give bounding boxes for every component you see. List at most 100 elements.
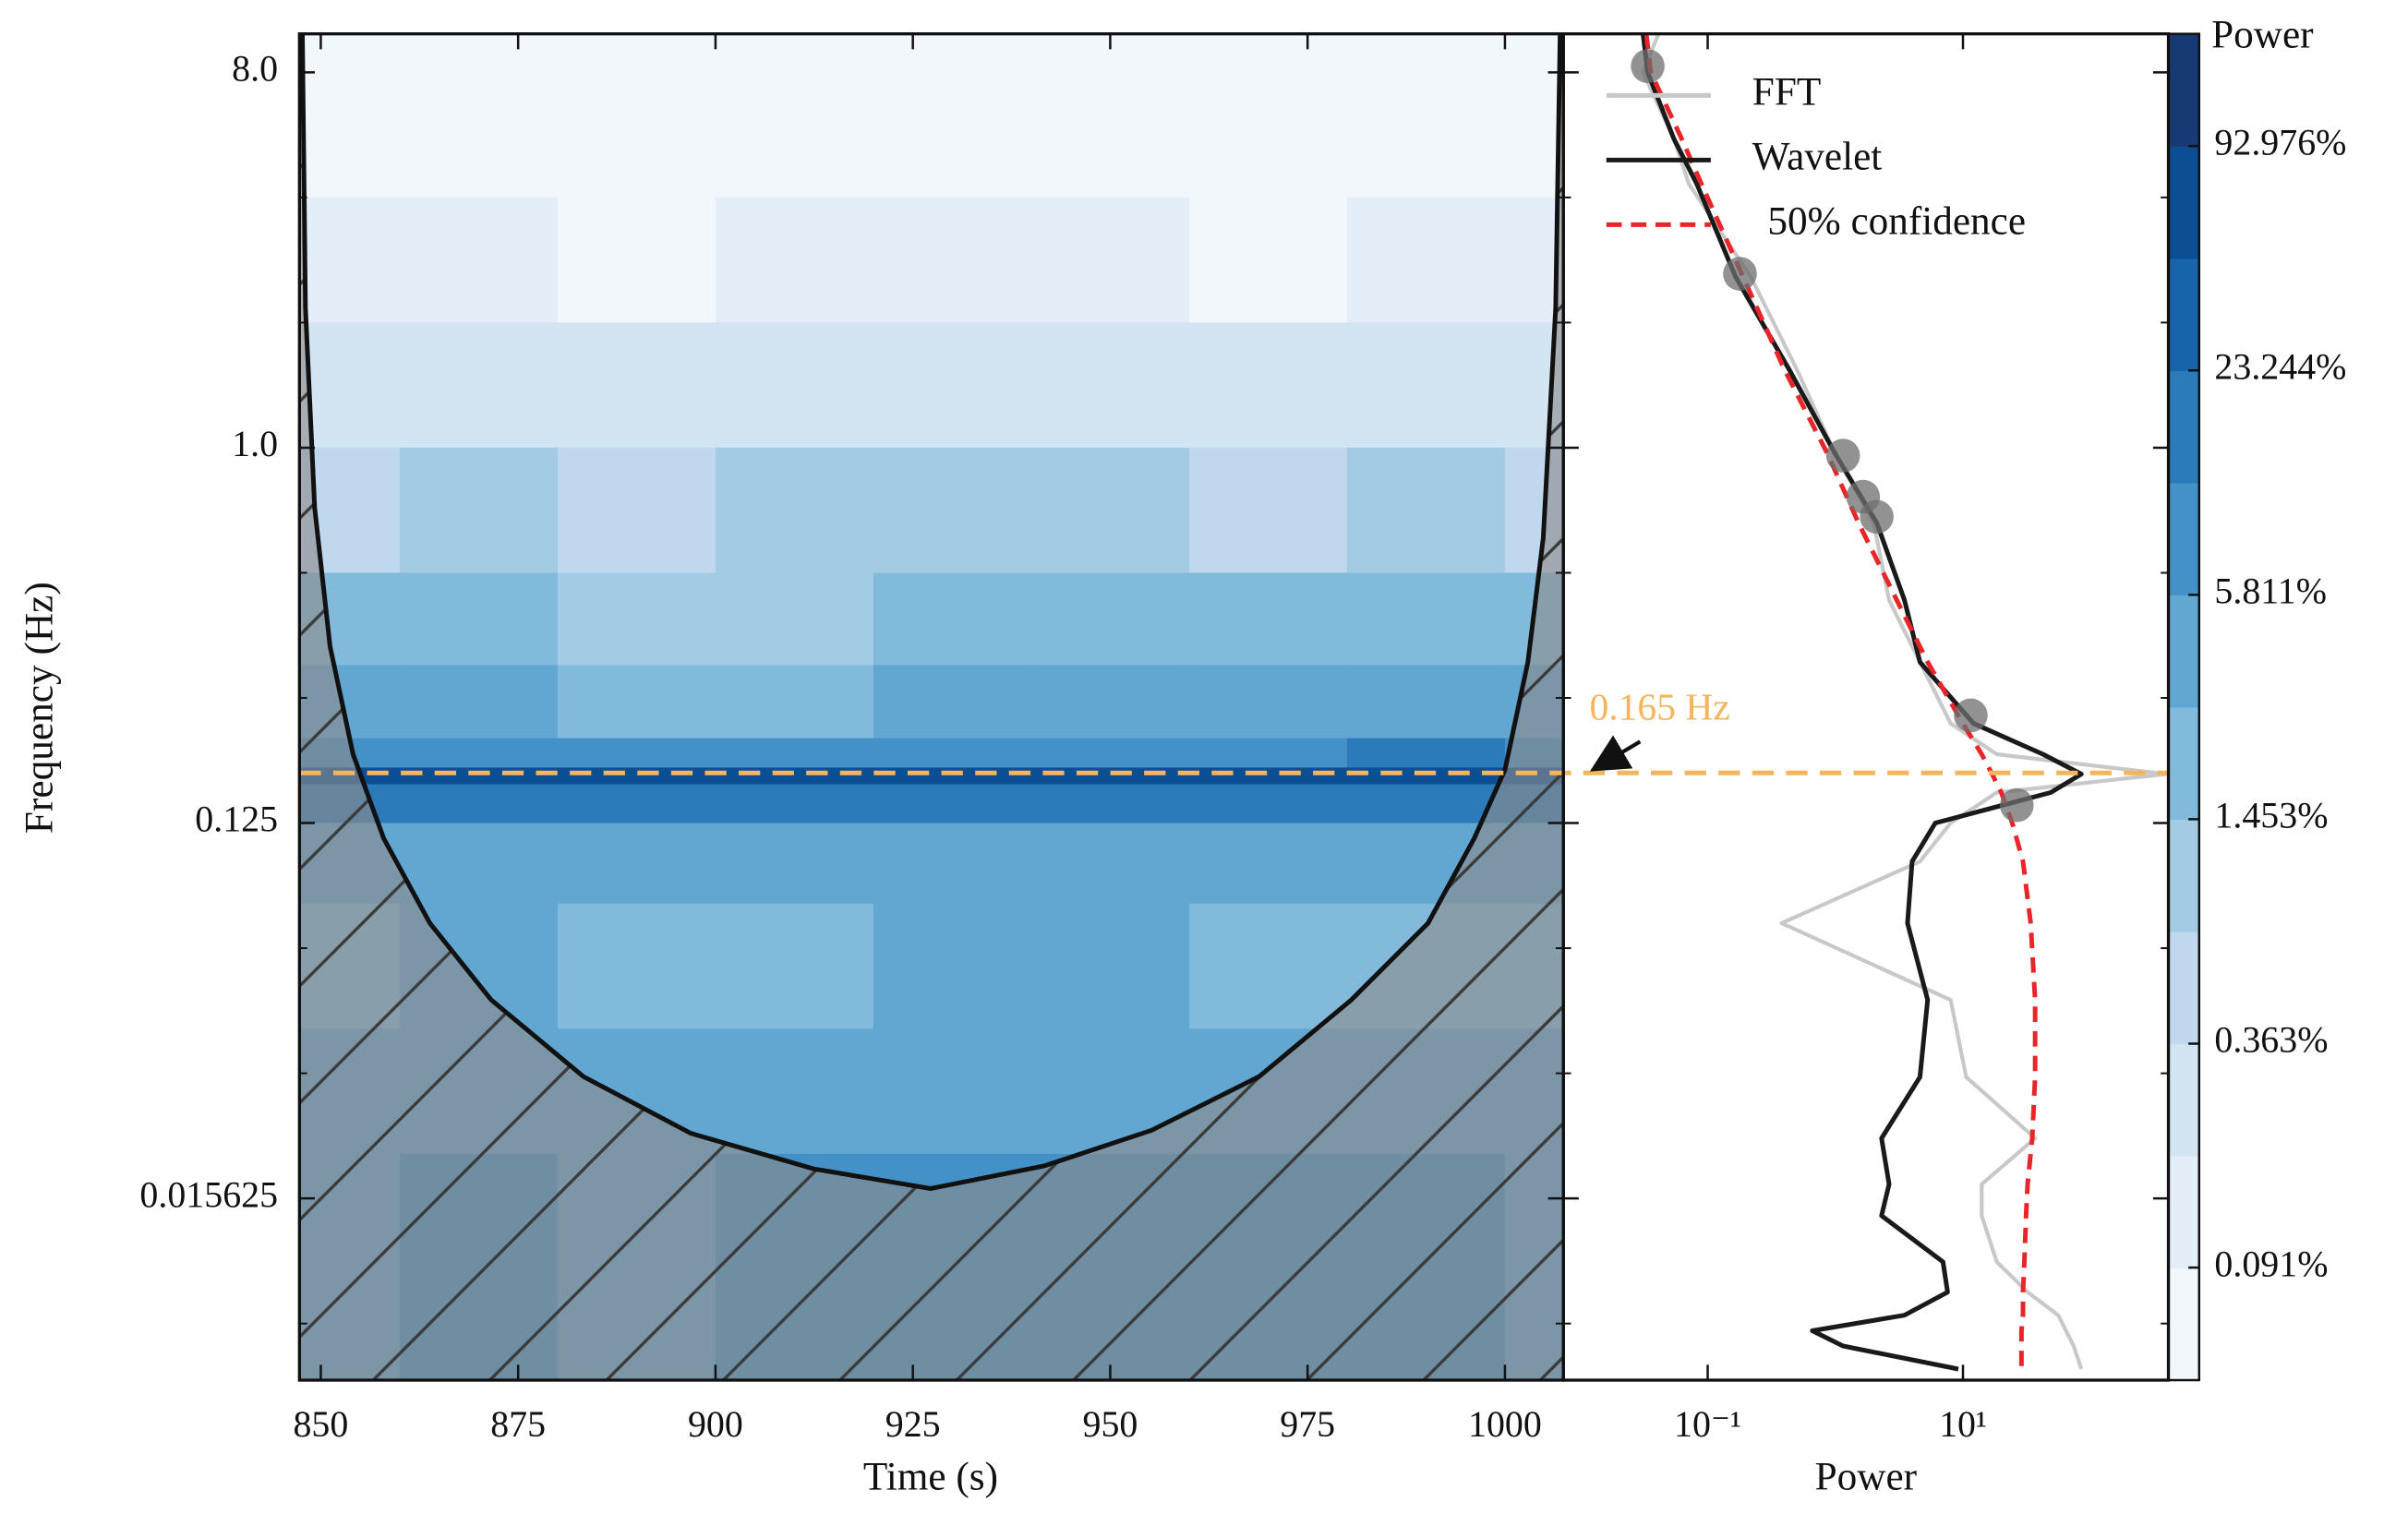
power-cell <box>715 767 874 786</box>
power-cell <box>1188 784 1348 824</box>
power-cell <box>873 665 1032 739</box>
power-cell <box>1346 784 1506 824</box>
power-cell <box>399 572 559 667</box>
power-cell <box>299 33 401 198</box>
power-cell <box>1188 447 1348 574</box>
power-cell <box>715 784 874 824</box>
colorbar-band <box>2168 931 2199 1045</box>
colorbar-tick-label: 0.091% <box>2214 1243 2328 1284</box>
legend-label: Wavelet <box>1752 134 1883 178</box>
power-cell <box>1188 322 1348 449</box>
power-cell <box>873 767 1032 786</box>
colorbar-tick-label: 23.244% <box>2214 345 2346 387</box>
power-cell <box>1346 572 1506 667</box>
colorbar-band <box>2168 370 2199 484</box>
colorbar-tick-label: 1.453% <box>2214 794 2328 835</box>
power-cell <box>873 738 1032 769</box>
power-cell <box>715 1028 874 1155</box>
power-cell <box>715 823 874 905</box>
power-cell <box>1188 33 1348 198</box>
colorbar-band <box>2168 1268 2199 1381</box>
power-cell <box>1346 767 1506 786</box>
coi-line <box>300 33 1563 1192</box>
power-cell <box>1188 767 1348 786</box>
x-tick-label: 975 <box>1280 1403 1335 1445</box>
power-cell <box>1188 572 1348 667</box>
significant-point <box>1631 49 1665 83</box>
power-cell <box>399 823 559 905</box>
power-cell <box>1030 447 1190 574</box>
y-tick-label: 8.0 <box>232 47 278 89</box>
power-cell <box>1030 903 1190 1030</box>
power-cell <box>1030 197 1190 324</box>
power-cell <box>873 447 1032 574</box>
power-cell <box>1346 447 1506 574</box>
coi-hatch <box>299 33 1564 1380</box>
colorbar-band <box>2168 706 2199 821</box>
power-cell <box>1188 738 1348 769</box>
power-cell <box>399 767 559 786</box>
x-axis-title: Time (s) <box>863 1454 998 1498</box>
series-line <box>1641 33 2084 1372</box>
significant-point <box>1825 439 1860 473</box>
significant-point <box>1723 257 1757 291</box>
power-cell <box>1188 823 1348 905</box>
power-cell <box>399 738 559 769</box>
power-cell <box>873 33 1032 198</box>
power-cell <box>557 738 716 769</box>
power-cell <box>1188 903 1348 1030</box>
colorbar-band <box>2168 146 2199 259</box>
power-cell <box>1030 784 1190 824</box>
y-tick-label: 1.0 <box>232 423 278 464</box>
power-cell <box>557 903 716 1030</box>
power-cell <box>399 784 559 824</box>
power-cell <box>399 33 559 198</box>
significant-point <box>1860 499 1894 535</box>
power-cell <box>1188 197 1348 324</box>
power-cell <box>873 197 1032 324</box>
axes: 850 875 900 925 950 975 1000 8.0 1.0 0.125 0.01562… <box>139 32 2346 1445</box>
power-cell <box>557 33 716 198</box>
power-cell <box>715 447 874 574</box>
colorbar-band <box>2168 258 2199 371</box>
power-cell <box>399 447 559 574</box>
power-cell <box>399 322 559 449</box>
power-cell <box>715 738 874 769</box>
power-cell <box>557 197 716 324</box>
power-cell <box>1030 823 1190 905</box>
y-axis-title: Frequency (Hz) <box>18 582 62 834</box>
x-tick-label: 10¹ <box>1939 1403 1987 1445</box>
colorbar-tick-label: 5.811% <box>2214 570 2327 611</box>
colorbar-band <box>2168 1155 2199 1269</box>
x-tick-label: 900 <box>688 1403 743 1445</box>
power-cell <box>1030 665 1190 739</box>
global-spectrum <box>1631 33 2168 1372</box>
power-cell <box>557 767 716 786</box>
power-cell <box>557 665 716 739</box>
power-cell <box>1188 665 1348 739</box>
power-cell <box>1030 322 1190 449</box>
power-cell <box>873 1028 1032 1155</box>
power-cell <box>1346 322 1506 449</box>
power-cell <box>1030 572 1190 667</box>
power-cell <box>715 665 874 739</box>
series-line <box>1641 33 2168 1370</box>
power-cell <box>1030 767 1190 786</box>
power-cell <box>873 784 1032 824</box>
colorbar-band <box>2168 33 2199 147</box>
legend-label: FFT <box>1752 69 1821 114</box>
x-tick-label: 850 <box>293 1403 348 1445</box>
x-tick-label: 10⁻¹ <box>1674 1403 1741 1445</box>
x-tick-label: 875 <box>490 1403 546 1445</box>
power-cell <box>557 784 716 824</box>
y-tick-label: 0.125 <box>195 799 278 840</box>
y-tick-label: 0.015625 <box>139 1173 278 1215</box>
annotation-arrow <box>1589 735 1642 772</box>
power-cell <box>873 823 1032 905</box>
colorbar-title: Power <box>2211 13 2314 57</box>
series-line <box>1643 33 2038 1369</box>
power-cell <box>299 197 401 324</box>
power-cell <box>557 572 716 667</box>
colorbar-band <box>2168 1043 2199 1157</box>
power-cell <box>557 322 716 449</box>
